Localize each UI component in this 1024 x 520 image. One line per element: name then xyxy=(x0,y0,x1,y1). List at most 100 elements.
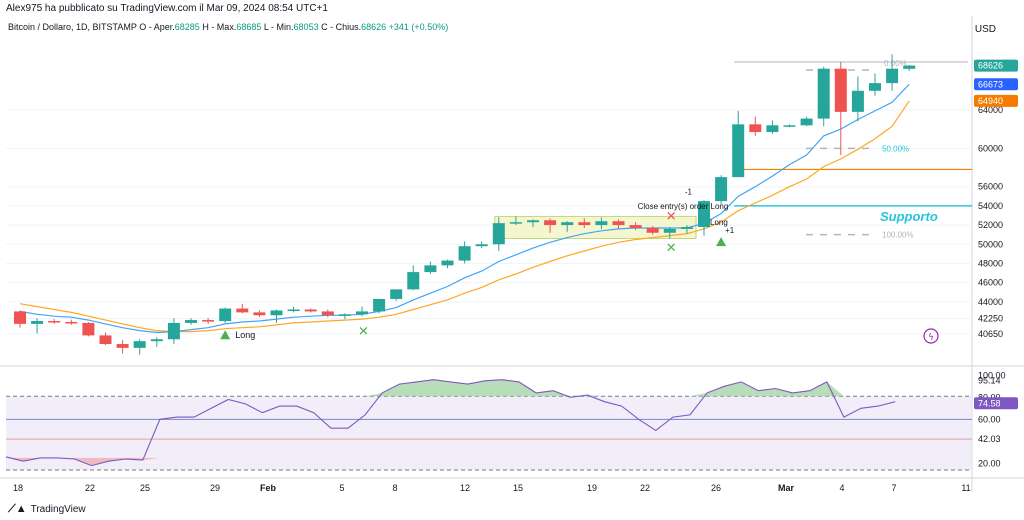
candle-body xyxy=(373,298,386,312)
candle-body xyxy=(82,322,95,336)
candle-body xyxy=(356,311,368,315)
candle-body xyxy=(663,228,676,233)
x-tick-label: 29 xyxy=(210,483,220,493)
candle-body xyxy=(817,68,830,119)
rsi-tick-label: 42.03 xyxy=(978,434,1001,444)
y-tick-label: 42250 xyxy=(978,314,1003,324)
x-tick-label: 11 xyxy=(961,483,970,493)
price-badge xyxy=(974,78,1018,91)
candle-body xyxy=(612,221,625,226)
candle-body xyxy=(219,308,232,322)
close-label: C - Chius. xyxy=(321,22,362,32)
price-badge xyxy=(974,94,1018,107)
close-cross-marker: ✕ xyxy=(666,208,677,223)
x-tick-label: 22 xyxy=(640,483,650,493)
x-tick-label: 19 xyxy=(587,483,597,493)
candle-body xyxy=(595,221,608,226)
candle-body xyxy=(424,265,437,273)
candle-body xyxy=(561,222,574,226)
candle-body xyxy=(680,226,693,229)
fib-mid-label: 50.00% xyxy=(882,144,909,153)
ema-fast-line xyxy=(19,83,910,334)
rsi-badge-label: 95.14 xyxy=(978,376,1001,386)
x-tick-label: 15 xyxy=(513,483,523,493)
long-arrow-marker xyxy=(220,330,231,340)
exit-cross-marker: ✕ xyxy=(358,324,369,339)
candle-body xyxy=(732,124,745,178)
low-value: 68053 xyxy=(293,22,319,32)
long-arrow-marker-2 xyxy=(716,237,727,247)
rsi-oversold-fill xyxy=(6,457,896,466)
candle-body xyxy=(886,68,899,84)
symbol-legend: Bitcoin / Dollaro, 1D, BITSTAMP O - Aper… xyxy=(8,22,448,32)
ema-slow-line xyxy=(19,100,910,333)
close-qty-label: -1 xyxy=(685,187,693,196)
rsi-tick-label: 20.00 xyxy=(978,458,1001,468)
x-tick-label: 12 xyxy=(460,483,470,493)
change-value: +341 (+0.50%) xyxy=(388,22,449,32)
candle-body xyxy=(150,339,163,342)
price-badge-label: 66673 xyxy=(978,79,1003,89)
candle-body xyxy=(31,321,44,324)
candle-body xyxy=(270,310,283,316)
publisher-line: Alex975 ha pubblicato su TradingView.com… xyxy=(6,3,328,14)
candle-body xyxy=(14,311,26,324)
y-tick-label: 44000 xyxy=(978,297,1003,307)
open-value: 68285 xyxy=(174,22,200,32)
y-tick-label: 48000 xyxy=(978,258,1003,268)
candle-body xyxy=(338,314,351,316)
x-tick-label: 26 xyxy=(711,483,721,493)
open-label: O - Aper. xyxy=(139,22,175,32)
price-badge-label: 64940 xyxy=(978,96,1003,106)
support-label: Supporto xyxy=(880,209,938,224)
y-tick-label: 64000 xyxy=(978,105,1003,115)
rsi-overbought-fill xyxy=(6,379,896,397)
candle-body xyxy=(800,118,813,126)
y-tick-label: 40650 xyxy=(978,329,1003,339)
price-badge-label: 68626 xyxy=(978,61,1003,71)
x-tick-label: Mar xyxy=(778,483,795,493)
candle-body xyxy=(116,344,129,348)
entry-cross-marker: ✕ xyxy=(666,240,677,255)
candle-body xyxy=(646,227,659,233)
long-qty-label: +1 xyxy=(725,226,735,235)
candle-body xyxy=(321,311,334,316)
y-tick-label: 60000 xyxy=(978,143,1003,153)
fib-top-label: 0.00% xyxy=(884,59,907,68)
high-value: 68685 xyxy=(236,22,262,32)
y-tick-label: 46000 xyxy=(978,278,1003,288)
fib-bottom-label: 100.00% xyxy=(882,231,914,240)
low-label: L - Min. xyxy=(263,22,294,32)
y-tick-label: 52000 xyxy=(978,220,1003,230)
candle-body xyxy=(578,222,591,226)
candle-body xyxy=(407,272,420,290)
candle-body xyxy=(441,260,454,266)
candle-body xyxy=(749,124,762,133)
candle-body xyxy=(869,83,881,91)
currency-label[interactable]: USD xyxy=(974,24,996,35)
candle-body xyxy=(185,320,197,323)
candle-body xyxy=(544,220,557,226)
long-label-2: Long xyxy=(710,218,728,227)
candle-body xyxy=(834,68,847,112)
candle-body xyxy=(390,289,403,299)
candle-body xyxy=(48,321,61,323)
candle-body xyxy=(527,220,539,223)
candle-body xyxy=(65,321,78,324)
candle-body xyxy=(304,309,317,312)
high-label: H - Max. xyxy=(202,22,237,32)
symbol-name: Bitcoin / Dollaro, 1D, BITSTAMP xyxy=(8,22,137,32)
x-tick-label: 7 xyxy=(891,483,896,493)
rsi-band-background xyxy=(6,396,972,470)
tradingview-logo-icon: ⟋▲ xyxy=(8,503,27,515)
close-order-label: Close entry(s) order Long xyxy=(638,202,729,211)
x-tick-label: 4 xyxy=(839,483,844,493)
rsi-badge-label: 74.58 xyxy=(978,398,1001,408)
candle-body xyxy=(715,177,728,202)
x-tick-label: 22 xyxy=(85,483,95,493)
candle-body xyxy=(167,322,180,340)
candle-body xyxy=(202,320,215,322)
y-tick-label: 50000 xyxy=(978,239,1003,249)
candle-body xyxy=(783,125,796,127)
